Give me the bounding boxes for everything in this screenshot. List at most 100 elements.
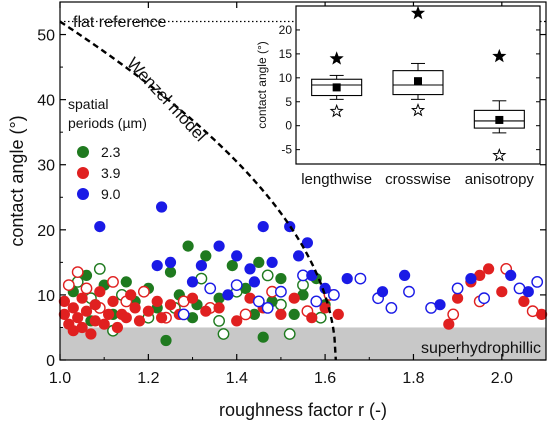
series-3-9-point (76, 321, 88, 334)
series-3-9-point (231, 315, 243, 327)
legend-series-9-0-label: 9.0 (101, 186, 121, 202)
superhydrophilic-region (60, 327, 546, 360)
series-9-0-open-point (274, 285, 287, 298)
x-tick-label: 2.0 (491, 370, 513, 387)
series-2-3-point (297, 289, 309, 301)
series-9-0-point (213, 240, 225, 252)
series-3-9-open-point (137, 285, 150, 298)
series-9-0-open-point (354, 272, 367, 285)
series-3-9-point (275, 308, 287, 320)
series-3-9-point (288, 292, 300, 304)
box-anisotropy-mean (495, 115, 504, 124)
legend: spatial periods (µm) 2.3 3.9 9.0 (68, 96, 147, 202)
series-3-9-point (151, 295, 163, 307)
series-9-0-open-point (531, 275, 544, 288)
inset-y-tick-label: -5 (281, 143, 292, 157)
series-3-9-point (186, 292, 199, 304)
series-2-3-point (253, 256, 265, 268)
box-anisotropy (473, 48, 525, 162)
series-9-0-open-point (403, 285, 415, 298)
series-2-3-point (288, 308, 300, 320)
inset-y-tick-label: 10 (279, 71, 293, 85)
x-tick-label: 1.0 (49, 370, 71, 387)
series-2-3-point (80, 269, 93, 281)
series-2-3-open-point (297, 279, 309, 291)
series-9-0-point (257, 221, 269, 233)
series-9-0-point (266, 256, 278, 268)
x-tick-label: 1.2 (137, 370, 159, 387)
series-3-9-open-point (239, 308, 252, 321)
series-3-9-point (244, 292, 256, 304)
inset-y-tick-label: 20 (279, 23, 293, 37)
series-3-9-open-point (107, 275, 119, 288)
series-2-3-open-point (213, 314, 226, 327)
y-tick-label: 10 (37, 288, 55, 305)
series-9-0-point (164, 256, 177, 268)
series-2-3-point (240, 282, 252, 294)
y-tick-label: 20 (37, 223, 55, 240)
legend-title-line-2: periods (µm) (68, 115, 147, 131)
box-anisotropy-max-star (492, 48, 507, 63)
legend-series-3-9-label: 3.9 (101, 165, 121, 181)
series-3-9-point (200, 305, 212, 317)
y-tick-label: 40 (37, 93, 55, 110)
series-9-0-point (222, 289, 234, 301)
series-2-3-open-point (261, 269, 274, 282)
series-3-9-point (213, 302, 225, 314)
series-3-9-point (67, 325, 79, 337)
series-9-0-point (341, 273, 353, 285)
flat-reference-label: flat reference (73, 14, 166, 31)
series-3-9-point (518, 295, 530, 307)
series-3-9-point (125, 289, 137, 301)
series-9-0-point (151, 260, 163, 272)
series-2-3-open-point (283, 328, 296, 340)
inset-y-axis-title: contact angle (°) (255, 41, 269, 129)
legend-series-2-3-label: 2.3 (101, 144, 121, 160)
series-2-3-open-point (93, 262, 106, 275)
series-9-0-point (319, 282, 331, 294)
series-2-3-point (248, 308, 260, 320)
inset-y-tick-label: 15 (279, 47, 293, 61)
inset-y-tick-label: 0 (285, 119, 292, 133)
series-9-0-point (293, 250, 305, 262)
y-tick-label: 30 (37, 158, 55, 175)
series-3-9-point (85, 328, 97, 340)
series-2-3-point (257, 331, 269, 343)
series-9-0-point (376, 286, 389, 298)
x-tick-label: 1.4 (226, 370, 248, 387)
wenzel-model-label: Wenzel model (123, 54, 210, 146)
x-tick-label: 1.6 (314, 370, 336, 387)
series-2-3-point (275, 273, 287, 285)
box-lengthwise-max-star (329, 51, 344, 65)
series-3-9-point (319, 302, 331, 314)
series-9-0-open-point (177, 308, 190, 321)
series-3-9-point (133, 315, 146, 327)
legend-series-2-3-marker (77, 146, 89, 158)
y-axis-title: contact angle (°) (7, 115, 27, 246)
series-9-0-open-point (252, 295, 265, 308)
box-crosswise-mean (414, 77, 422, 86)
legend-title-line-1: spatial (68, 96, 108, 112)
series-9-0-point (94, 221, 106, 233)
series-2-3-point (213, 292, 225, 304)
series-9-0-open-point (204, 282, 217, 295)
series-3-9-open-point (71, 266, 84, 278)
series-9-0-point (248, 276, 260, 288)
main-plot-frame (59, 1, 547, 361)
series-3-9-point (443, 318, 455, 330)
series-2-3-point (160, 334, 172, 347)
series-9-0-point (244, 263, 256, 275)
series-3-9-point (129, 302, 141, 314)
series-9-0-point (186, 276, 199, 288)
series-3-9-point (67, 302, 79, 314)
series-3-9-point (94, 286, 106, 298)
series-3-9-point (98, 318, 110, 330)
series-3-9-point (142, 305, 154, 317)
series-3-9-point (483, 263, 495, 275)
series-3-9-point (103, 308, 115, 320)
series-3-9-point (452, 292, 464, 304)
series-9-0-point (465, 273, 477, 285)
box-lengthwise-mean (332, 83, 341, 92)
inset-category-label: lengthwise (301, 171, 372, 188)
